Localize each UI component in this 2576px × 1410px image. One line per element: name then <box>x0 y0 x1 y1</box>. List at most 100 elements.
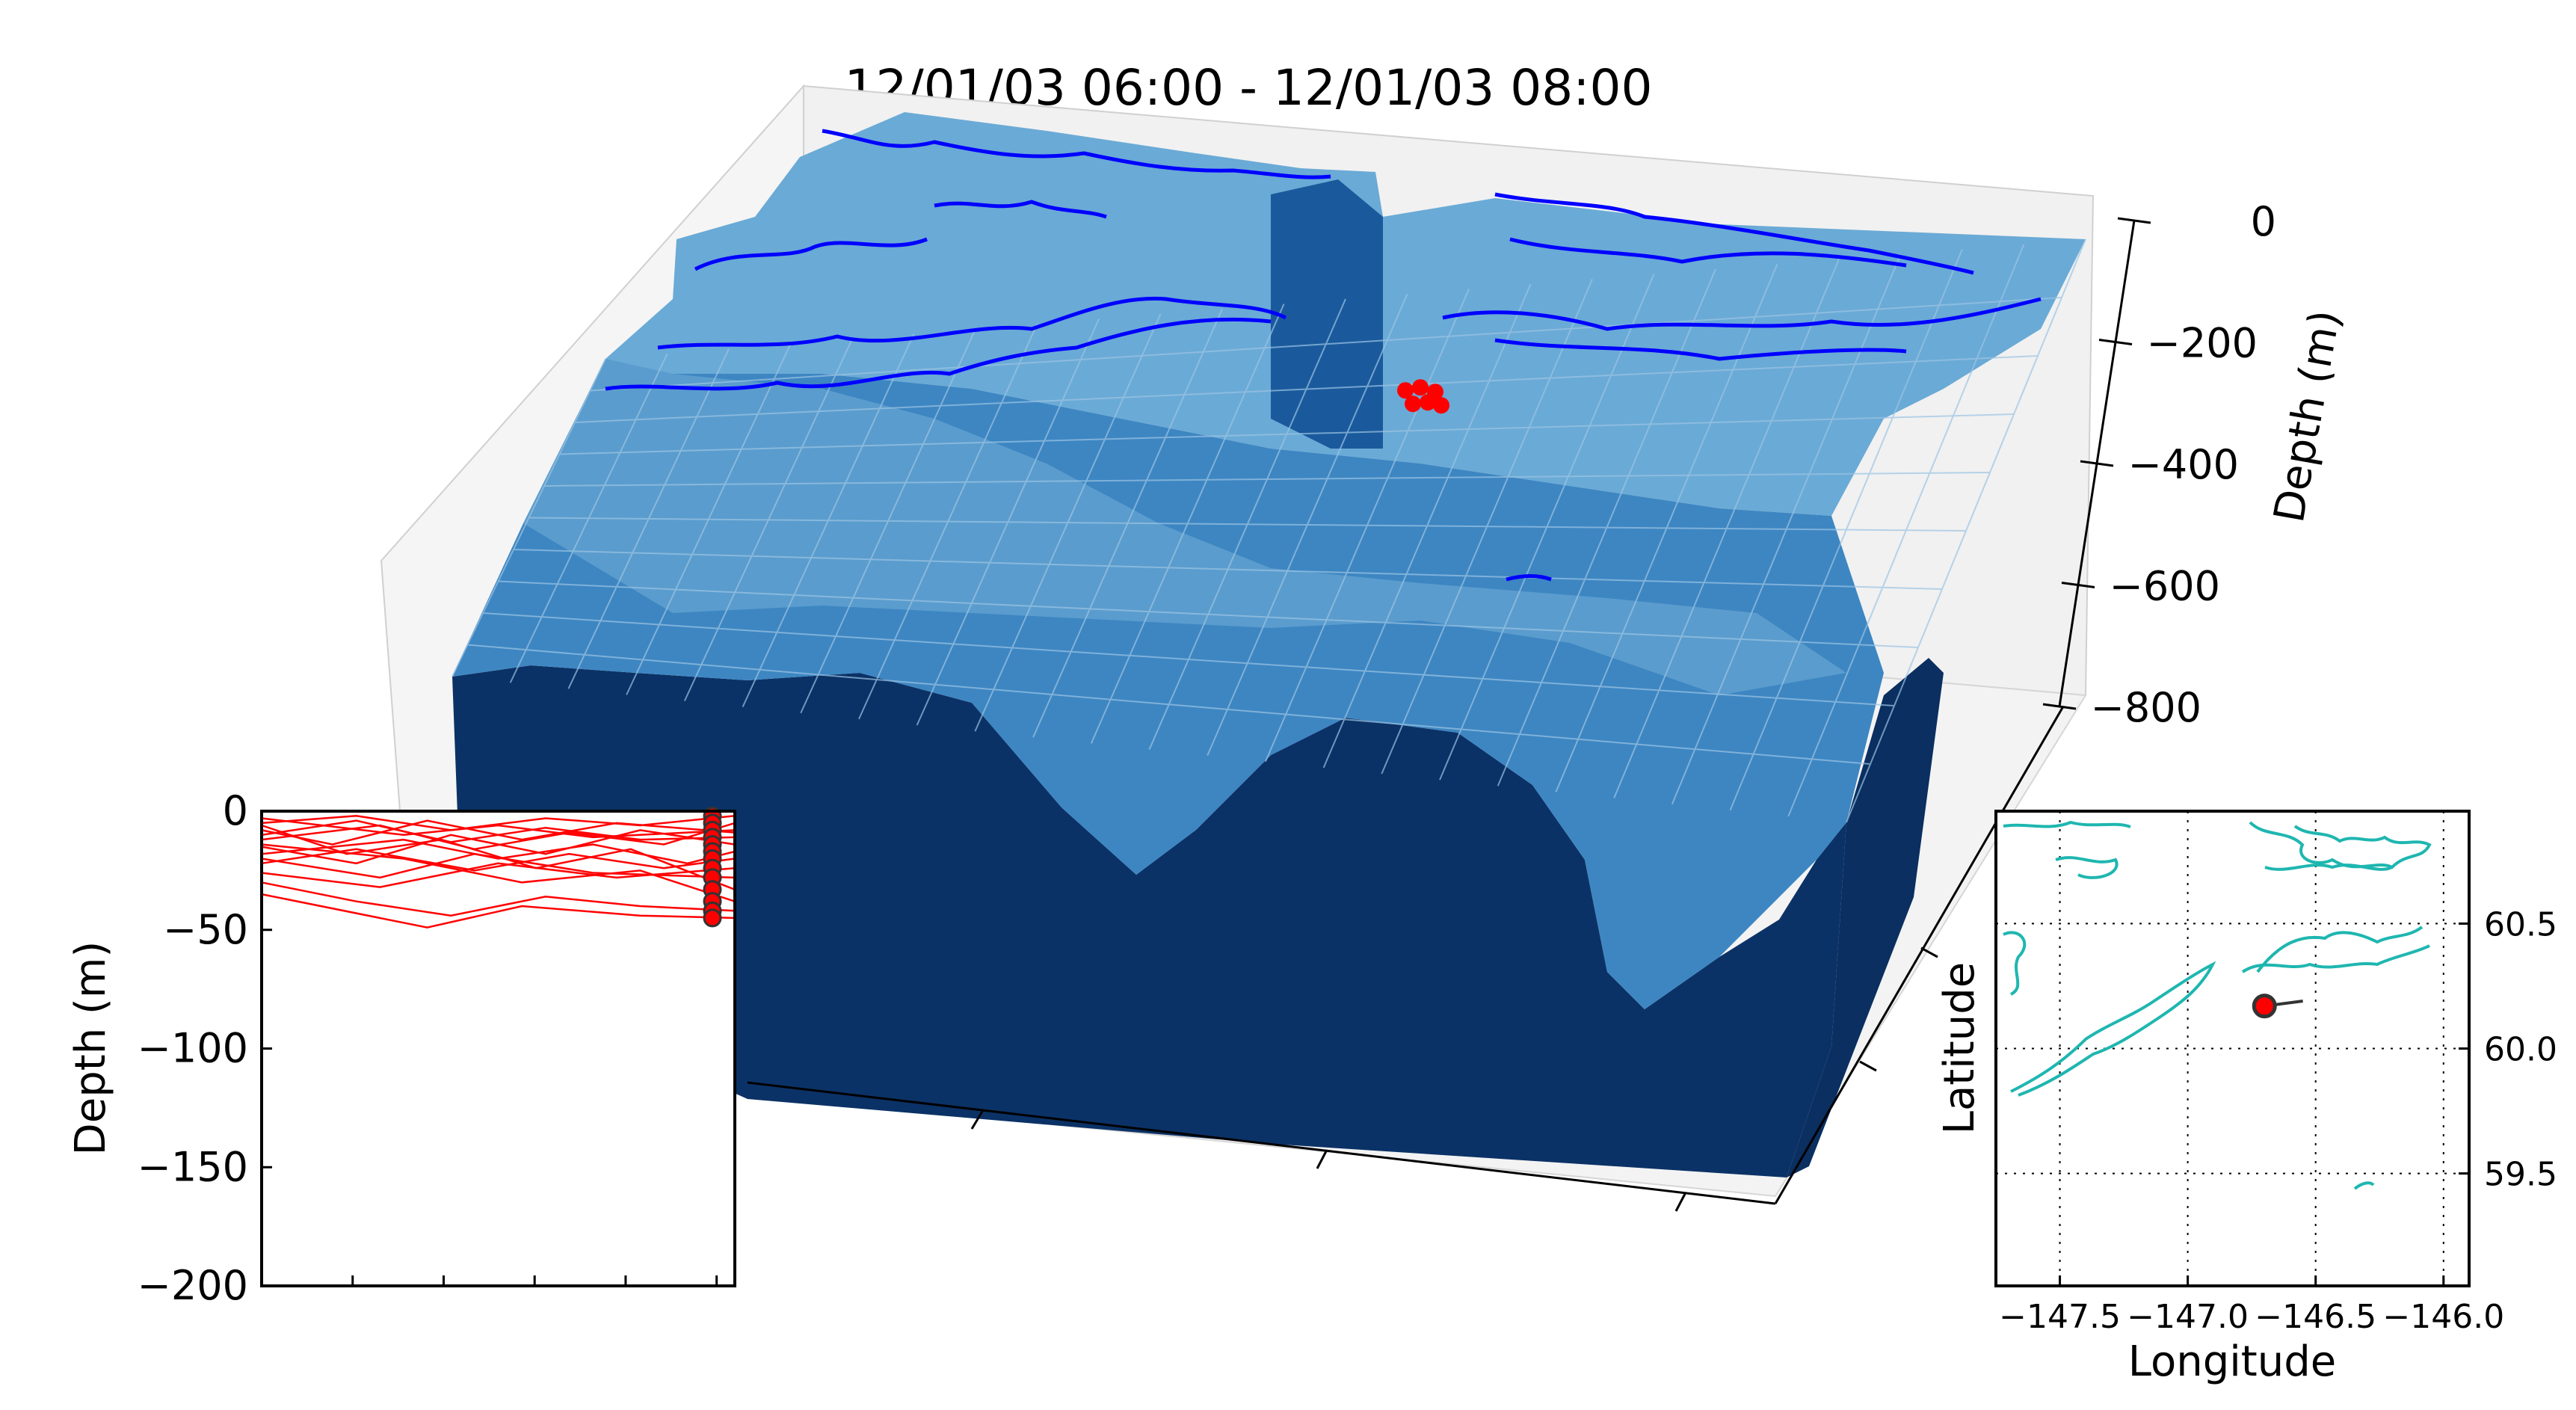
drifter-marker <box>1420 394 1436 411</box>
drifter-marker <box>1405 395 1421 413</box>
drifter-marker <box>1412 379 1429 396</box>
z-axis-tick-label: −400 <box>2128 441 2239 488</box>
contour-line <box>934 200 1107 219</box>
surface-3d-plot: 0 −200 −400 −600 −800 Depth (m) <box>380 84 2350 1212</box>
coastline <box>2241 944 2430 973</box>
mesh-line <box>574 355 2039 423</box>
coastline <box>2003 931 2027 996</box>
profile-line <box>261 838 736 865</box>
map-y-tick-label: 59.5 <box>2484 1156 2557 1194</box>
coastline <box>2003 820 2131 828</box>
mesh-line <box>467 644 1871 765</box>
map-y-tick-label: 60.0 <box>2484 1031 2557 1069</box>
surface-right-wall <box>1787 658 1944 1177</box>
coastline <box>2256 926 2424 973</box>
z-axis-tick <box>2042 703 2077 710</box>
map-x-axis: −147.5 −147.0 −146.5 −146.0 <box>1999 1275 2504 1336</box>
profile-line <box>261 817 736 839</box>
map-x-label: Longitude <box>2128 1337 2337 1386</box>
z-axis-tick <box>2117 217 2151 224</box>
map-y-tick-label: 60.5 <box>2484 905 2557 943</box>
profile-y-tick-label: 0 <box>223 787 248 834</box>
profile-line <box>261 852 736 879</box>
profile-y-tick-label: −100 <box>138 1025 248 1072</box>
map-x-tick-label: −146.0 <box>2382 1298 2504 1336</box>
x-axis-tick <box>1674 1192 1687 1212</box>
profile-line <box>261 822 736 851</box>
map-y-label: Latitude <box>1935 962 1984 1134</box>
contour-line <box>1442 297 2042 331</box>
profile-line <box>261 815 736 831</box>
coastline <box>2353 1181 2375 1190</box>
profile-end-markers <box>703 806 722 928</box>
z-axis-tick-label: −200 <box>2147 320 2258 367</box>
profile-x-ticks <box>351 1275 718 1286</box>
map-grid <box>1996 811 2469 1286</box>
y-axis-tick <box>1920 946 1938 958</box>
profile-line <box>261 819 736 843</box>
map-x-tick-label: −147.0 <box>2127 1298 2249 1336</box>
x-axis-tick <box>1316 1149 1328 1169</box>
x-axis-tick <box>970 1109 985 1130</box>
profile-line <box>261 893 736 929</box>
contour-line <box>1494 338 1907 361</box>
drifter-markers-3d <box>1397 379 1449 414</box>
map-coastlines <box>2003 820 2432 1190</box>
mesh-line <box>513 549 1943 590</box>
z-axis-tick <box>2080 460 2114 467</box>
contour-line <box>605 317 1272 391</box>
coastline <box>2264 863 2393 871</box>
contour-line <box>1494 192 1974 275</box>
mesh-line <box>482 612 1895 706</box>
mesh-line <box>543 472 1991 487</box>
profile-y-tick-label: −150 <box>138 1143 248 1190</box>
profile-y-label: Depth (m) <box>67 941 115 1156</box>
z-axis-tick-label: −800 <box>2091 684 2201 731</box>
surface-mesh <box>452 238 2086 823</box>
contour-line <box>822 129 1331 179</box>
profile-y-axis: 0 −50 −100 −150 −200 <box>138 787 272 1309</box>
z-axis-tick <box>2098 339 2133 345</box>
location-map-inset: −147.5 −147.0 −146.5 −146.0 60.5 60.0 59.5 Lo… <box>1935 810 2557 1386</box>
profile-y-tick-label: −50 <box>163 906 248 953</box>
contour-line <box>694 237 928 271</box>
mesh-line <box>559 413 2015 455</box>
depth-profile-inset: 0 −50 −100 −150 −200 Depth (m) <box>67 787 736 1309</box>
drifter-marker <box>1433 397 1449 414</box>
mesh-line <box>529 517 1967 532</box>
profile-line <box>261 881 736 917</box>
z-axis-label: Depth (m) <box>2265 307 2350 526</box>
drifter-marker <box>1397 382 1414 399</box>
coastline <box>2249 821 2432 869</box>
x-axis-line <box>747 1081 1776 1205</box>
profile-y-tick-label: −200 <box>138 1262 248 1309</box>
map-y-axis: 60.5 60.0 59.5 <box>2459 905 2557 1194</box>
y-axis-tick <box>1859 1060 1877 1072</box>
z-axis-tick <box>2061 582 2095 588</box>
contour-line <box>1509 237 1907 268</box>
coastline <box>2010 961 2216 1097</box>
surface-front-wall <box>452 665 1846 1177</box>
profile-line <box>261 819 736 846</box>
map-drifter <box>2252 994 2303 1019</box>
profile-lines <box>261 815 736 929</box>
profile-line <box>261 829 736 865</box>
map-background <box>1996 811 2469 1286</box>
surface-trench <box>1271 179 1383 449</box>
drifter-position <box>2252 994 2277 1019</box>
coastline <box>2055 856 2119 879</box>
z-axis: 0 −200 −400 −600 −800 <box>2042 198 2276 731</box>
contour-line <box>1506 574 1552 582</box>
profile-end-marker <box>703 908 722 928</box>
z-axis-tick-label: 0 <box>2251 198 2276 245</box>
y-axis-line <box>1774 706 2065 1204</box>
profile-line <box>261 824 736 890</box>
z-axis-tick-label: −600 <box>2110 563 2220 610</box>
surface-contours <box>605 129 2042 582</box>
surface-shelf <box>523 359 1846 695</box>
map-x-tick-label: −146.5 <box>2255 1298 2376 1336</box>
mesh-line <box>498 580 1919 648</box>
mesh-line <box>590 297 2062 392</box>
profile-line <box>261 843 736 902</box>
